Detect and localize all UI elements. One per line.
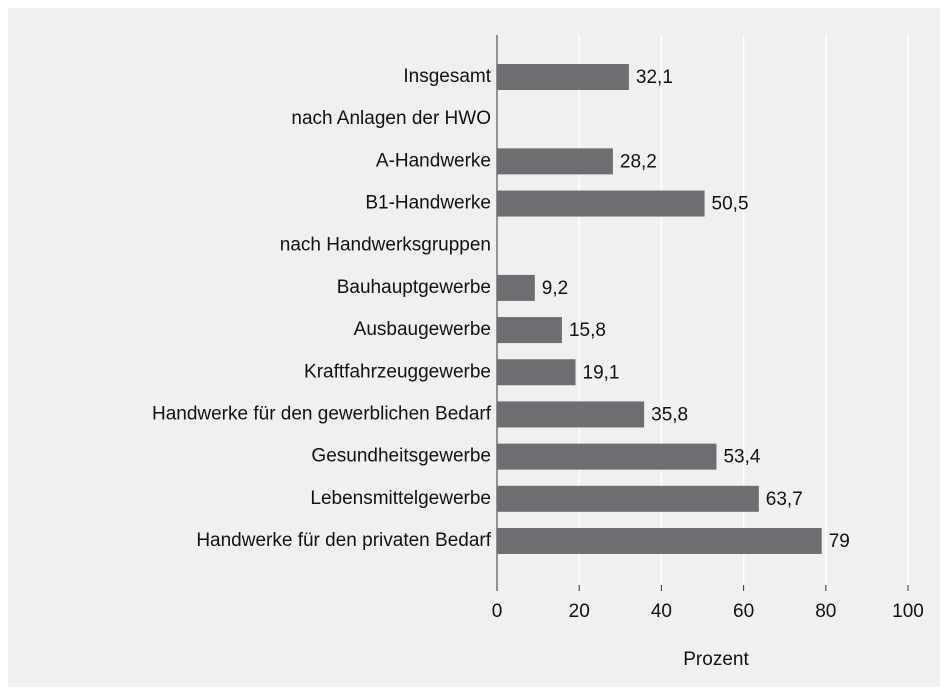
y-tick-label: A-Handwerke — [376, 150, 491, 171]
x-tick-label: 100 — [892, 601, 924, 622]
bar — [497, 443, 717, 470]
bar — [497, 274, 535, 301]
bar — [497, 527, 822, 554]
y-tick-label: nach Anlagen der HWO — [291, 108, 491, 129]
bar — [497, 485, 759, 512]
value-label: 32,1 — [636, 67, 673, 88]
x-tick-label: 20 — [569, 601, 590, 622]
bar — [497, 317, 562, 344]
x-tick-label: 0 — [492, 601, 503, 622]
y-tick-label: Gesundheitsgewerbe — [311, 446, 491, 467]
y-tick-label: Handwerke für den gewerblichen Bedarf — [152, 403, 492, 424]
value-label: 79 — [829, 531, 850, 552]
value-label: 35,8 — [651, 404, 688, 425]
chart-background — [8, 8, 940, 687]
y-tick-label: Insgesamt — [403, 66, 491, 87]
bar — [497, 148, 613, 175]
y-tick-label: nach Handwerksgruppen — [280, 235, 491, 256]
y-tick-label: Bauhauptgewerbe — [337, 277, 491, 298]
bar — [497, 359, 576, 386]
bar — [497, 190, 705, 217]
value-label: 9,2 — [542, 278, 568, 299]
y-tick-label: Kraftfahrzeuggewerbe — [304, 361, 491, 382]
x-tick-label: 60 — [733, 601, 754, 622]
x-axis-label: Prozent — [683, 649, 749, 670]
y-tick-label: B1-Handwerke — [365, 193, 491, 214]
bar — [497, 64, 629, 90]
value-label: 53,4 — [723, 447, 760, 468]
bar — [497, 401, 645, 428]
y-tick-label: Ausbaugewerbe — [354, 319, 491, 340]
y-tick-label: Handwerke für den privaten Bedarf — [196, 530, 491, 551]
y-tick-label: Lebensmittelgewerbe — [310, 488, 491, 509]
value-label: 63,7 — [766, 489, 803, 510]
x-tick-label: 40 — [651, 601, 672, 622]
value-label: 19,1 — [583, 362, 620, 383]
value-label: 50,5 — [712, 194, 749, 215]
value-label: 15,8 — [569, 320, 606, 341]
x-tick-label: 80 — [815, 601, 836, 622]
value-label: 28,2 — [620, 151, 657, 172]
